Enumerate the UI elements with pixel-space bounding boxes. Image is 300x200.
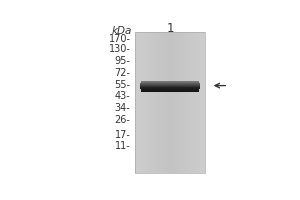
- Bar: [141, 90, 199, 91]
- Text: 43-: 43-: [115, 91, 130, 101]
- Bar: [193, 32, 195, 173]
- Bar: [199, 32, 200, 173]
- Bar: [185, 32, 187, 173]
- Bar: [137, 32, 139, 173]
- Bar: [190, 32, 191, 173]
- Bar: [196, 32, 197, 173]
- Bar: [189, 32, 190, 173]
- Bar: [178, 32, 180, 173]
- Bar: [153, 32, 154, 173]
- Bar: [194, 32, 196, 173]
- Bar: [164, 32, 166, 173]
- Bar: [183, 32, 184, 173]
- Bar: [147, 32, 148, 173]
- Bar: [136, 32, 138, 173]
- Text: 17-: 17-: [115, 130, 130, 140]
- Bar: [188, 32, 189, 173]
- Bar: [141, 89, 199, 90]
- Bar: [158, 32, 160, 173]
- Bar: [150, 32, 152, 173]
- Bar: [141, 82, 199, 83]
- Bar: [141, 91, 199, 92]
- Bar: [140, 88, 200, 89]
- Bar: [165, 32, 167, 173]
- Bar: [162, 32, 163, 173]
- Bar: [191, 32, 192, 173]
- Bar: [140, 86, 200, 87]
- Text: 26-: 26-: [115, 115, 130, 125]
- Bar: [163, 32, 164, 173]
- Bar: [157, 32, 159, 173]
- Bar: [149, 32, 151, 173]
- Bar: [200, 32, 202, 173]
- Bar: [160, 32, 161, 173]
- Bar: [146, 32, 147, 173]
- Bar: [176, 32, 177, 173]
- Bar: [182, 32, 183, 173]
- Bar: [141, 81, 199, 82]
- Bar: [135, 32, 205, 173]
- Bar: [156, 32, 158, 173]
- Bar: [154, 32, 155, 173]
- Bar: [186, 32, 188, 173]
- Bar: [135, 32, 136, 173]
- Bar: [140, 87, 200, 88]
- Bar: [148, 32, 149, 173]
- Bar: [173, 32, 175, 173]
- Bar: [201, 32, 203, 173]
- Bar: [140, 85, 200, 86]
- Bar: [168, 32, 169, 173]
- Bar: [142, 32, 143, 173]
- Bar: [140, 84, 200, 85]
- Bar: [171, 32, 172, 173]
- Bar: [141, 91, 199, 92]
- Text: 1: 1: [166, 22, 174, 35]
- Bar: [141, 90, 199, 91]
- Text: 170-: 170-: [109, 34, 130, 44]
- Bar: [152, 32, 153, 173]
- Text: 55-: 55-: [115, 80, 130, 90]
- Bar: [161, 32, 162, 173]
- Bar: [167, 32, 168, 173]
- Text: 95-: 95-: [115, 56, 130, 66]
- Text: 34-: 34-: [115, 103, 130, 113]
- Bar: [140, 88, 200, 89]
- Bar: [143, 32, 145, 173]
- Bar: [140, 86, 200, 87]
- Bar: [140, 32, 141, 173]
- Bar: [177, 32, 178, 173]
- Bar: [192, 32, 194, 173]
- Bar: [145, 32, 146, 173]
- Bar: [172, 32, 174, 173]
- Bar: [169, 32, 170, 173]
- Text: 130-: 130-: [109, 44, 130, 54]
- Bar: [139, 32, 140, 173]
- Bar: [179, 32, 181, 173]
- Bar: [155, 32, 156, 173]
- Text: 72-: 72-: [115, 68, 130, 78]
- Bar: [204, 32, 205, 173]
- Bar: [198, 32, 199, 173]
- Bar: [141, 83, 200, 84]
- Bar: [181, 32, 182, 173]
- Bar: [197, 32, 198, 173]
- Bar: [175, 32, 176, 173]
- Bar: [170, 32, 171, 173]
- Bar: [202, 32, 204, 173]
- Bar: [184, 32, 185, 173]
- Bar: [141, 32, 142, 173]
- Bar: [140, 85, 200, 86]
- Text: kDa: kDa: [111, 26, 132, 36]
- Bar: [140, 83, 200, 84]
- Text: 11-: 11-: [115, 141, 130, 151]
